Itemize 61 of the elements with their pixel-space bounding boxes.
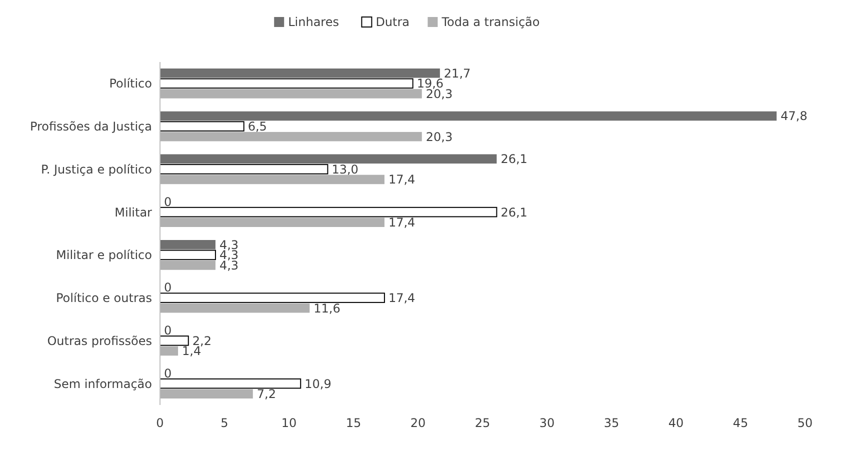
y-tick-label: Político [109,76,152,91]
bar [160,250,216,260]
y-tick-label: Outras profissões [47,334,152,348]
bar [160,68,440,78]
data-label: 0 [164,366,172,380]
legend-label: Linhares [288,15,339,29]
x-tick-label: 20 [410,416,426,430]
bar [160,240,216,250]
data-label: 20,3 [426,130,453,144]
bar [160,111,777,121]
bar [160,174,384,184]
data-label: 6,5 [248,120,267,134]
data-label: 17,4 [388,216,416,230]
data-label: 0 [164,280,172,295]
data-label: 0 [164,324,172,338]
bar [160,164,328,174]
bar [160,206,498,218]
x-tick-label: 15 [346,416,362,430]
bar [160,378,302,389]
x-tick-label: 25 [474,416,490,430]
y-tick-label: Político e outras [56,291,152,306]
x-tick-label: 5 [220,416,228,430]
data-label: 10,9 [304,376,332,391]
data-label: 7,2 [256,387,276,402]
data-label: 26,1 [500,152,528,166]
bar [160,121,244,132]
bar [160,132,422,142]
data-label: 17,4 [388,291,416,306]
x-tick-label: 40 [668,416,684,430]
bar [160,89,422,98]
data-label: 17,4 [388,172,416,187]
bar [160,303,310,313]
bar [160,260,216,270]
x-tick-label: 10 [281,416,297,430]
bar [160,346,178,356]
y-tick-label: Militar [114,205,152,220]
legend-label: Dutra [376,15,410,29]
bar [160,292,385,303]
bar [160,218,384,227]
bar [160,336,189,346]
data-label: 11,6 [314,301,340,316]
y-tick-label: Sem informação [54,376,152,391]
bar [160,78,414,89]
x-tick-label: 50 [797,416,813,430]
bar [160,154,497,164]
data-label: 26,1 [500,205,528,220]
y-tick-label: Profissões da Justiça [30,120,152,134]
x-tick-label: 45 [732,416,748,430]
data-label: 4,3 [219,238,239,252]
y-tick-label: P. Justiça e político [41,162,152,176]
x-tick-label: 30 [539,416,555,430]
bar [160,389,253,398]
data-label: 47,8 [780,109,808,124]
data-label: 21,7 [444,66,471,80]
data-label: 13,0 [332,162,358,176]
data-label: 0 [164,194,172,209]
legend-label: Toda a transição [440,15,540,29]
x-tick-label: 35 [604,416,620,430]
y-tick-label: Militar e político [56,248,152,262]
x-tick-label: 0 [156,416,164,430]
data-label: 2,2 [192,334,212,348]
